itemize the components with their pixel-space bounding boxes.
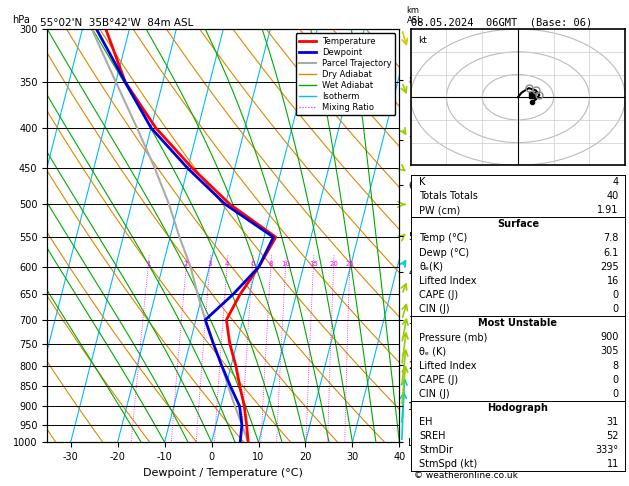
Text: 40: 40 (606, 191, 619, 201)
Legend: Temperature, Dewpoint, Parcel Trajectory, Dry Adiabat, Wet Adiabat, Isotherm, Mi: Temperature, Dewpoint, Parcel Trajectory… (296, 34, 395, 116)
Text: 1.91: 1.91 (598, 205, 619, 215)
Text: 8: 8 (269, 261, 273, 267)
Text: 8: 8 (613, 361, 619, 370)
Text: EH: EH (420, 417, 433, 427)
Text: 0: 0 (613, 290, 619, 300)
Text: 7.8: 7.8 (603, 233, 619, 243)
Text: 3: 3 (208, 261, 212, 267)
Text: 16: 16 (606, 276, 619, 286)
Text: 305: 305 (600, 347, 619, 356)
Text: 11: 11 (606, 459, 619, 469)
Text: Dewp (°C): Dewp (°C) (420, 247, 469, 258)
Text: 20: 20 (329, 261, 338, 267)
Text: 1: 1 (146, 261, 150, 267)
Text: Pressure (mb): Pressure (mb) (420, 332, 487, 342)
Text: Totals Totals: Totals Totals (420, 191, 478, 201)
Text: 15: 15 (309, 261, 318, 267)
Text: 2: 2 (184, 261, 188, 267)
Text: PW (cm): PW (cm) (420, 205, 460, 215)
Text: Lifted Index: Lifted Index (420, 361, 477, 370)
Text: kt: kt (418, 36, 426, 45)
Text: Hodograph: Hodograph (487, 403, 548, 413)
Text: 25: 25 (345, 261, 354, 267)
Text: 4: 4 (613, 177, 619, 187)
X-axis label: Dewpoint / Temperature (°C): Dewpoint / Temperature (°C) (143, 468, 303, 478)
Text: Most Unstable: Most Unstable (479, 318, 557, 328)
Text: 10: 10 (281, 261, 290, 267)
Text: 0: 0 (613, 389, 619, 399)
Text: 08.05.2024  06GMT  (Base: 06): 08.05.2024 06GMT (Base: 06) (411, 17, 592, 27)
Text: Lifted Index: Lifted Index (420, 276, 477, 286)
Text: θₑ(K): θₑ(K) (420, 262, 443, 272)
Text: Temp (°C): Temp (°C) (420, 233, 467, 243)
Y-axis label: Mixing Ratio (g/kg): Mixing Ratio (g/kg) (465, 193, 474, 278)
Text: Surface: Surface (497, 219, 539, 229)
Text: 0: 0 (613, 375, 619, 384)
Text: hPa: hPa (12, 15, 30, 25)
Text: CAPE (J): CAPE (J) (420, 375, 459, 384)
Text: 900: 900 (601, 332, 619, 342)
Text: 0: 0 (613, 304, 619, 314)
Text: CAPE (J): CAPE (J) (420, 290, 459, 300)
Text: 6: 6 (250, 261, 255, 267)
Text: CIN (J): CIN (J) (420, 304, 450, 314)
Text: © weatheronline.co.uk: © weatheronline.co.uk (414, 471, 518, 480)
Text: 52: 52 (606, 431, 619, 441)
Text: 55°02'N  35B°42'W  84m ASL: 55°02'N 35B°42'W 84m ASL (40, 18, 194, 28)
Text: 31: 31 (606, 417, 619, 427)
Text: km
ASL: km ASL (406, 6, 422, 25)
Text: 4: 4 (225, 261, 229, 267)
Text: 6.1: 6.1 (604, 247, 619, 258)
Text: SREH: SREH (420, 431, 446, 441)
Text: θₑ (K): θₑ (K) (420, 347, 447, 356)
Text: K: K (420, 177, 426, 187)
Text: 295: 295 (600, 262, 619, 272)
Text: StmSpd (kt): StmSpd (kt) (420, 459, 477, 469)
Text: 333°: 333° (596, 445, 619, 455)
Text: CIN (J): CIN (J) (420, 389, 450, 399)
Text: StmDir: StmDir (420, 445, 453, 455)
